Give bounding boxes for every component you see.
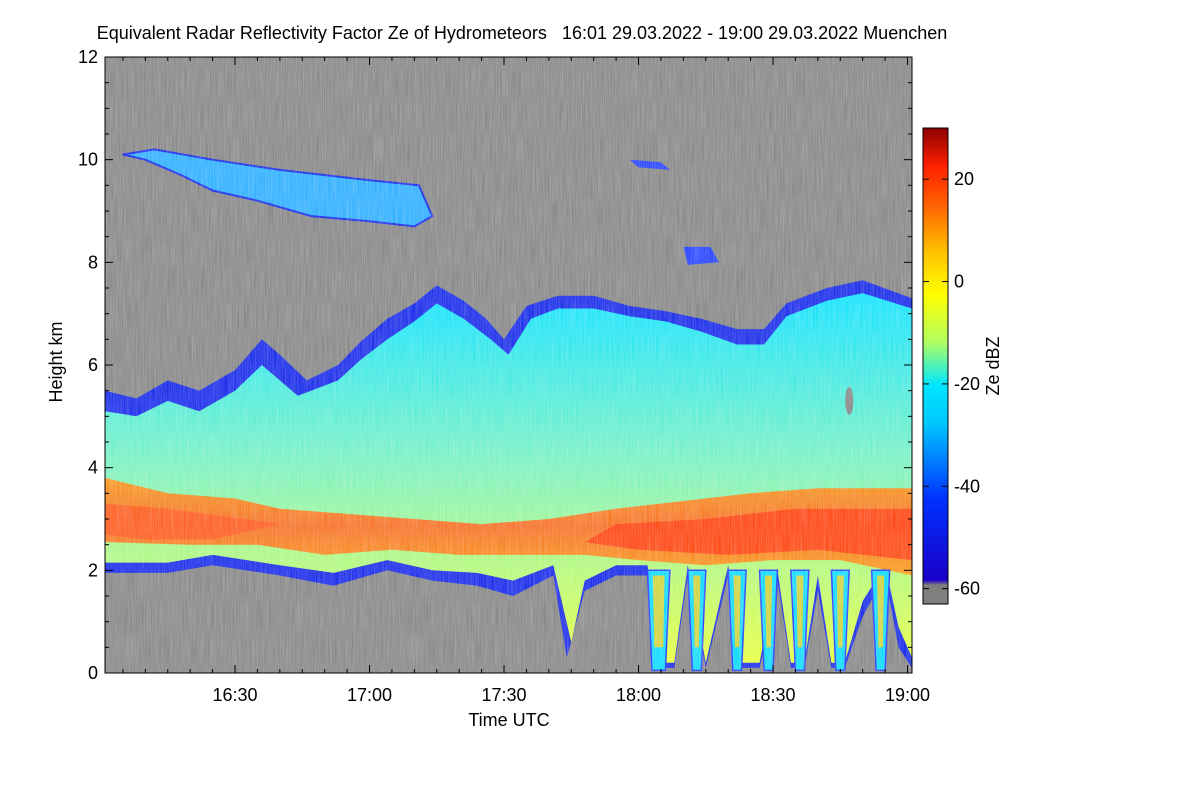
x-tick-label: 17:30	[481, 685, 526, 705]
x-axis: 16:30 17:00 17:30 18:00 18:30 19:00	[122, 57, 930, 705]
y-axis-label: Height km	[46, 321, 66, 402]
colorbar	[922, 127, 949, 605]
y-tick-label: 8	[88, 252, 98, 272]
y-tick-label: 2	[88, 560, 98, 580]
chart-title: Equivalent Radar Reflectivity Factor Ze …	[97, 23, 948, 43]
x-tick-label: 18:30	[750, 685, 795, 705]
y-tick-label: 0	[88, 663, 98, 683]
x-tick-label: 18:00	[616, 685, 661, 705]
y-tick-label: 6	[88, 355, 98, 375]
x-tick-label: 19:00	[885, 685, 930, 705]
y-tick-label: 10	[78, 150, 98, 170]
x-axis-label: Time UTC	[468, 710, 549, 730]
x-tick-label: 16:30	[212, 685, 257, 705]
y-tick-label: 4	[88, 458, 98, 478]
colorbar-tick-label: -60	[954, 579, 980, 599]
x-tick-label: 17:00	[347, 685, 392, 705]
texture-overlay	[105, 57, 912, 673]
colorbar-tick-label: 20	[954, 169, 974, 189]
plot-area	[105, 57, 912, 673]
y-axis: 0 2 4 6 8 10 12	[78, 47, 912, 683]
y-tick-label: 12	[78, 47, 98, 67]
colorbar-tick-label: -40	[954, 476, 980, 496]
colorbar-tick-label: -20	[954, 374, 980, 394]
colorbar-ticks: 20 0 -20 -40 -60	[923, 169, 980, 599]
colorbar-label: Ze dBZ	[983, 336, 1003, 395]
colorbar-tick-label: 0	[954, 272, 964, 292]
